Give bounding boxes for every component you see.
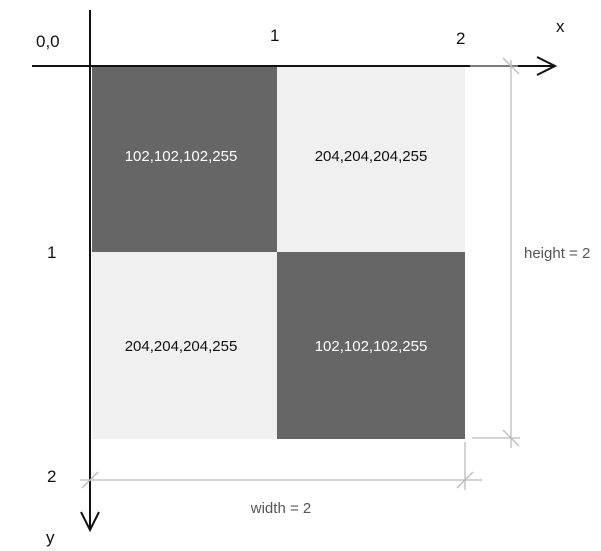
width-dimension [80,442,482,490]
axes [32,10,558,533]
grid-cell-labels: 102,102,102,255 204,204,204,255 204,204,… [125,148,428,355]
pixel-cell-r0-c0 [92,66,277,252]
grid-cells [92,66,465,439]
width-dimension-right-tick [456,471,474,489]
width-dimension-label: width = 2 [250,500,311,517]
y-tick-label-1: 1 [47,243,56,262]
pixel-value-r1-c1: 102,102,102,255 [315,338,428,355]
width-dimension-left-tick [81,471,99,489]
height-dimension-top-tick [502,57,520,75]
pixel-value-r0-c0: 102,102,102,255 [125,148,238,165]
pixel-value-r0-c1: 204,204,204,255 [315,148,428,165]
height-dimension-label: height = 2 [524,245,590,262]
height-dimension-bottom-tick [502,429,520,447]
x-axis-arrowhead [536,56,558,76]
x-axis-label: x [556,17,565,36]
height-dimension [470,57,520,448]
pixel-cell-r1-c1 [277,252,465,439]
pixel-value-r1-c0: 204,204,204,255 [125,338,238,355]
pixel-cell-r0-c1 [277,66,465,252]
origin-label: 0,0 [36,32,60,51]
y-axis-arrowhead [80,511,100,533]
x-tick-label-2: 2 [456,29,465,48]
y-tick-label-2: 2 [47,467,56,486]
y-axis-label: y [46,528,55,547]
pixel-cell-r1-c0 [92,252,277,439]
x-tick-label-1: 1 [270,26,279,45]
